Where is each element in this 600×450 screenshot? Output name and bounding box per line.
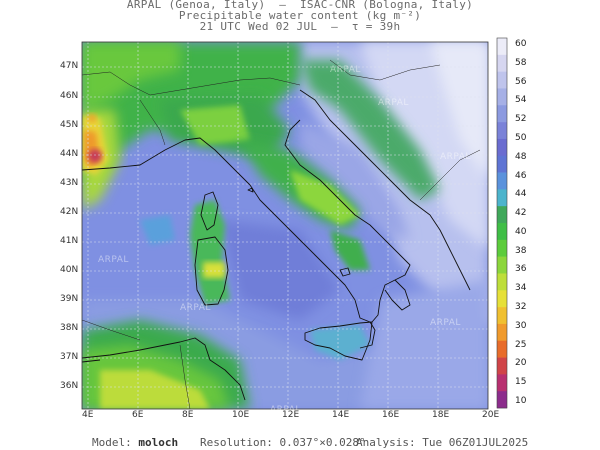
watermark-text: ARPAL: [378, 98, 409, 108]
latitude-label: 43N: [60, 178, 79, 188]
longitude-label: 16E: [382, 410, 400, 420]
watermark-text: ARPAL: [330, 65, 361, 75]
latitude-label: 47N: [60, 61, 79, 71]
latitude-label: 38N: [60, 323, 79, 333]
colorbar-label: 60: [515, 39, 527, 49]
watermark-text: ARPAL: [270, 405, 301, 415]
colorbar-label: 30: [515, 320, 527, 331]
colorbar-swatch: [497, 307, 507, 325]
colorbar-label: 38: [515, 245, 527, 256]
model-label: Model:: [92, 436, 132, 449]
longitude-label: 4E: [82, 410, 94, 420]
longitude-label: 10E: [232, 410, 250, 420]
colorbar-swatch: [497, 189, 507, 207]
field-layer: [82, 42, 488, 409]
colorbar-swatch: [497, 323, 507, 342]
colorbar-label: 54: [515, 95, 527, 106]
longitude-label: 18E: [432, 410, 450, 420]
colorbar-label: 56: [515, 76, 527, 87]
colorbar-label: 10: [515, 396, 527, 406]
longitude-label: 20E: [482, 410, 500, 420]
colorbar-label: 34: [515, 283, 527, 294]
analysis-info: Analysis: Tue 06Z01JUL2025: [356, 436, 529, 449]
latitude-label: 37N: [60, 352, 79, 362]
colorbar-frame: [496, 37, 508, 409]
longitude-label: 8E: [182, 410, 194, 420]
longitude-label: 12E: [282, 410, 300, 420]
latitude-label: 40N: [60, 265, 79, 275]
longitude-label: 6E: [132, 410, 144, 420]
colorbar-swatch: [497, 223, 507, 241]
watermark-text: ARPAL: [98, 255, 129, 265]
colorbar-label: 25: [515, 339, 527, 350]
header-variable-line: Precipitable water content (kg m⁻²): [178, 9, 422, 22]
longitude-label: 14E: [332, 410, 350, 420]
latitude-label: 36N: [60, 381, 79, 391]
colorbar-swatch: [497, 273, 507, 291]
header-title-line: ARPAL (Genoa, Italy) — ISAC-CNR (Bologna…: [126, 0, 474, 11]
colorbar-swatch: [497, 71, 507, 89]
colorbar-label: 48: [515, 151, 527, 162]
colorbar-swatch: [497, 155, 507, 173]
map-frame: [81, 41, 489, 410]
colorbar-swatch: [497, 138, 507, 157]
colorbar-label: 15: [515, 377, 527, 388]
watermark-text: ARPAL: [430, 318, 461, 328]
borders: [82, 59, 481, 409]
resolution-info: Resolution: 0.037°×0.028°: [200, 436, 366, 449]
colorbar-swatch: [497, 206, 507, 224]
latitude-label: 42N: [60, 207, 79, 217]
colorbar-swatch: [497, 54, 507, 72]
colorbar-label: 50: [515, 132, 527, 143]
model-info: Model: moloch: [92, 436, 178, 449]
colorbar-swatch: [497, 374, 507, 392]
latitude-label: 45N: [60, 120, 79, 130]
colorbar-label: 44: [515, 189, 527, 200]
colorbar-swatch: [497, 105, 507, 123]
model-value: moloch: [138, 436, 179, 449]
colorbar-label: 32: [515, 302, 527, 313]
colorbar-swatch: [497, 88, 507, 106]
colorbar-swatch: [497, 256, 507, 274]
colorbar-swatch: [497, 122, 507, 140]
latitude-label: 41N: [60, 236, 79, 246]
latitude-label: 46N: [60, 91, 79, 101]
header-time-line: 21 UTC Wed 02 JUL — τ = 39h: [199, 20, 401, 33]
colorbar-swatch: [497, 239, 507, 257]
colorbar-label: 36: [515, 264, 527, 275]
colorbar-swatch: [497, 38, 507, 56]
colorbar-label: 58: [515, 57, 527, 68]
colorbar-label: 20: [515, 358, 527, 369]
colorbar-swatch: [497, 172, 507, 190]
latitude-label: 44N: [60, 149, 79, 159]
colorbar-swatch: [497, 340, 507, 358]
colorbar-label: 40: [515, 226, 527, 237]
watermark-text: ARPAL: [440, 152, 471, 162]
colorbar: [496, 37, 508, 409]
colorbar-label: 46: [515, 170, 527, 181]
watermark-text: ARPAL: [180, 303, 211, 313]
colorbar-swatch: [497, 391, 507, 409]
colorbar-label: 42: [515, 208, 527, 219]
colorbar-label: 52: [515, 114, 527, 125]
latitude-label: 39N: [60, 294, 79, 304]
colorbar-swatch: [497, 290, 507, 308]
colorbar-swatch: [497, 357, 507, 375]
graticule: [82, 42, 488, 409]
coastlines: [82, 89, 471, 401]
